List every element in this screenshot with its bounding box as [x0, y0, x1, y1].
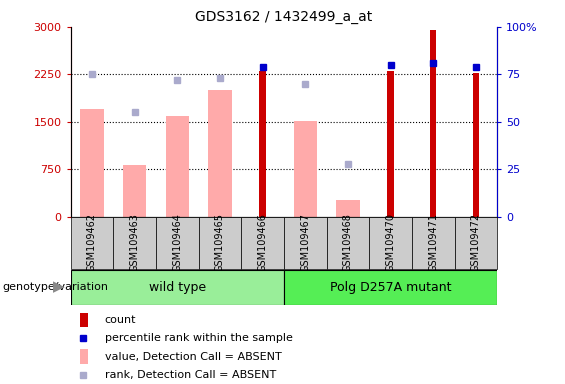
Text: value, Detection Call = ABSENT: value, Detection Call = ABSENT	[105, 352, 281, 362]
Bar	[241, 217, 284, 269]
Bar	[71, 217, 113, 269]
Bar	[293, 121, 317, 217]
Text: count: count	[105, 315, 136, 325]
Bar	[284, 217, 327, 269]
Bar	[473, 73, 479, 217]
Bar	[336, 200, 360, 217]
Bar	[388, 71, 394, 217]
Bar	[284, 270, 497, 305]
Bar	[412, 217, 454, 269]
Bar	[123, 165, 146, 217]
Text: GSM109466: GSM109466	[258, 214, 268, 272]
Text: ▶: ▶	[53, 280, 65, 295]
Bar	[199, 217, 241, 269]
Bar	[327, 217, 370, 269]
Text: Polg D257A mutant: Polg D257A mutant	[330, 281, 451, 293]
Title: GDS3162 / 1432499_a_at: GDS3162 / 1432499_a_at	[195, 10, 372, 25]
Bar	[166, 116, 189, 217]
Text: GSM109471: GSM109471	[428, 214, 438, 272]
Bar	[454, 217, 497, 269]
Text: GSM109468: GSM109468	[343, 214, 353, 272]
Text: percentile rank within the sample: percentile rank within the sample	[105, 333, 293, 343]
Text: wild type: wild type	[149, 281, 206, 293]
Text: genotype/variation: genotype/variation	[3, 282, 109, 292]
Text: GSM109472: GSM109472	[471, 214, 481, 272]
Bar	[71, 270, 284, 305]
Bar	[208, 90, 232, 217]
Text: GSM109463: GSM109463	[129, 214, 140, 272]
Text: GSM109467: GSM109467	[300, 214, 310, 272]
Bar	[113, 217, 156, 269]
Text: GSM109462: GSM109462	[87, 214, 97, 272]
Bar	[259, 71, 266, 217]
Bar	[80, 349, 88, 364]
Bar	[430, 30, 436, 217]
Text: GSM109464: GSM109464	[172, 214, 182, 272]
Bar	[80, 313, 88, 328]
Bar	[156, 217, 199, 269]
Text: rank, Detection Call = ABSENT: rank, Detection Call = ABSENT	[105, 370, 276, 380]
Bar	[370, 217, 412, 269]
Bar	[80, 109, 104, 217]
Text: GSM109465: GSM109465	[215, 214, 225, 272]
Text: GSM109470: GSM109470	[385, 214, 396, 272]
